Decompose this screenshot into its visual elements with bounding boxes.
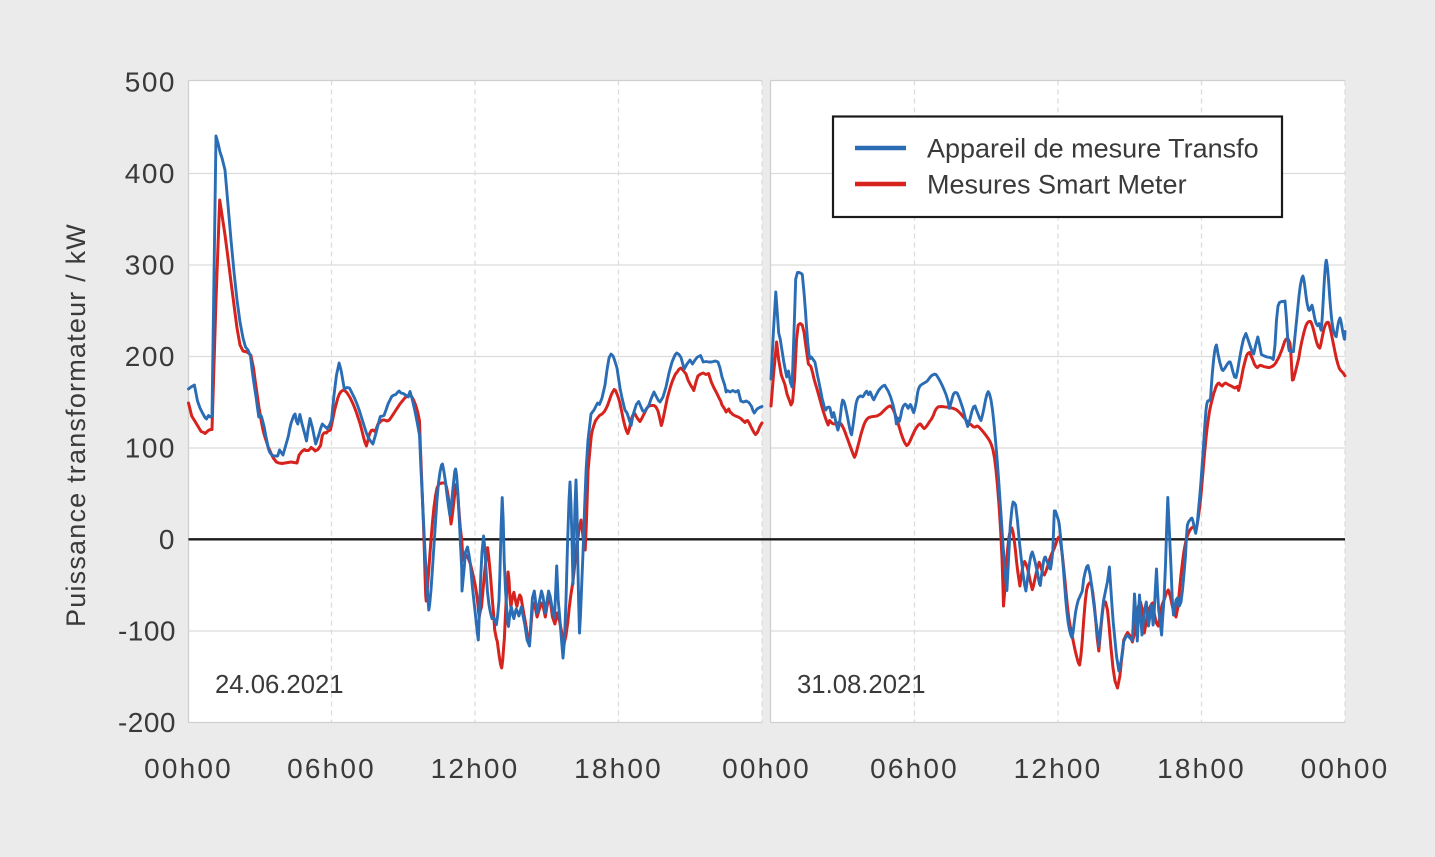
svg-text:Appareil de mesure Transfo: Appareil de mesure Transfo: [927, 134, 1259, 164]
svg-text:-200: -200: [118, 707, 176, 738]
svg-text:06h00: 06h00: [287, 753, 376, 784]
svg-text:06h00: 06h00: [870, 753, 959, 784]
svg-text:24.06.2021: 24.06.2021: [215, 671, 344, 699]
svg-text:Puissance transformateur / kW: Puissance transformateur / kW: [61, 223, 91, 627]
svg-text:100: 100: [125, 433, 176, 464]
svg-text:200: 200: [125, 341, 176, 372]
svg-text:12h00: 12h00: [1014, 753, 1103, 784]
svg-text:00h00: 00h00: [1301, 753, 1390, 784]
svg-text:00h00: 00h00: [722, 753, 811, 784]
svg-text:18h00: 18h00: [574, 753, 663, 784]
svg-text:18h00: 18h00: [1157, 753, 1246, 784]
svg-text:500: 500: [125, 67, 176, 98]
svg-text:00h00: 00h00: [144, 753, 233, 784]
svg-text:31.08.2021: 31.08.2021: [797, 671, 926, 699]
svg-text:0: 0: [159, 524, 176, 555]
svg-text:400: 400: [125, 158, 176, 189]
svg-text:-100: -100: [118, 616, 176, 647]
svg-text:300: 300: [125, 250, 176, 281]
svg-text:12h00: 12h00: [431, 753, 520, 784]
svg-text:Mesures Smart Meter: Mesures Smart Meter: [927, 170, 1187, 200]
